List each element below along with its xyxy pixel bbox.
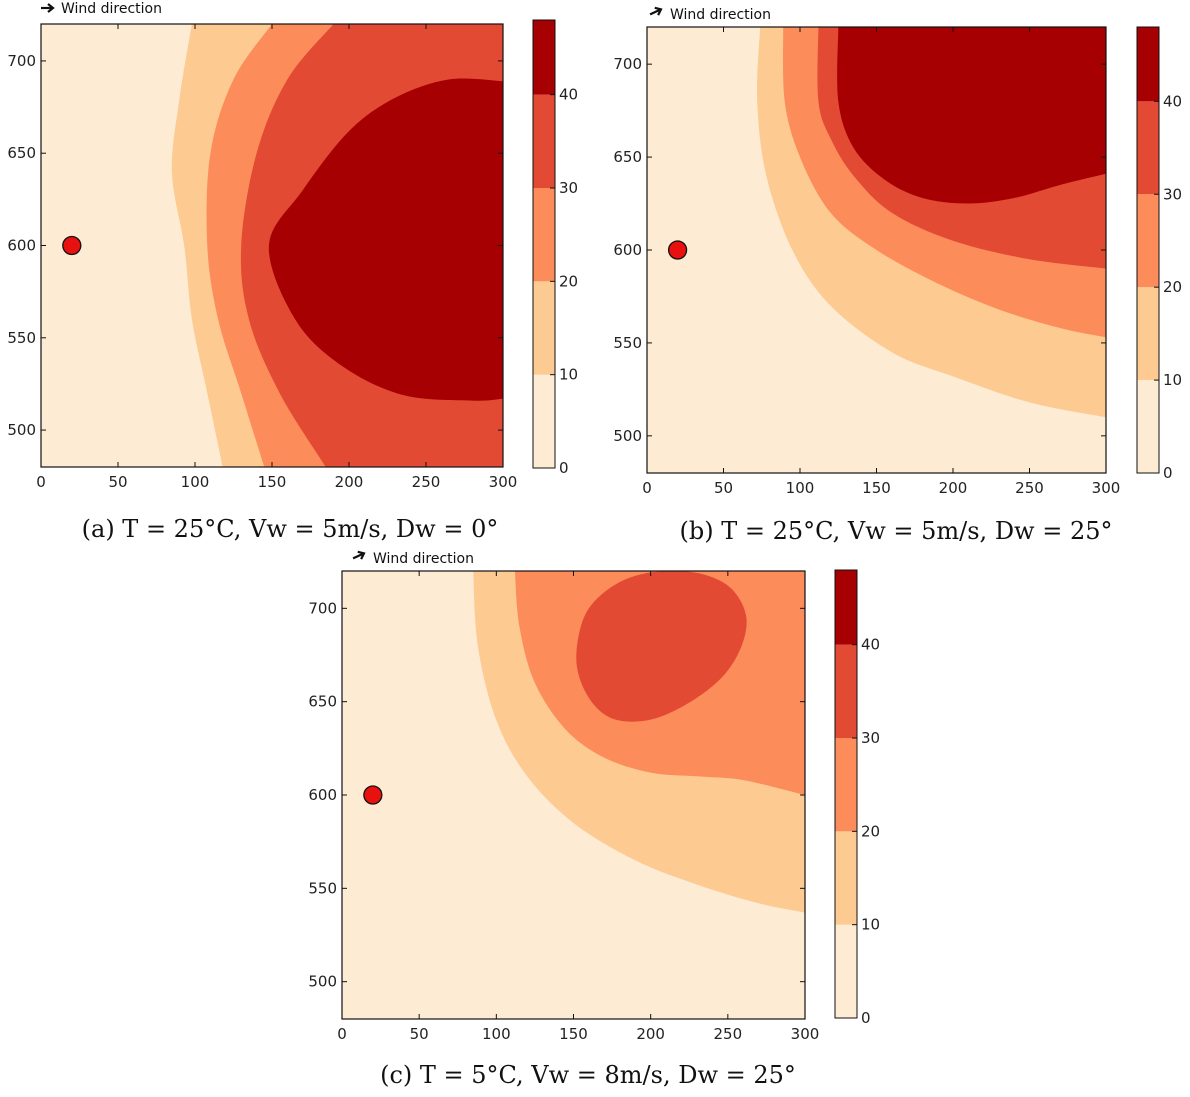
colorbar-tick-label: 20 <box>1163 278 1182 296</box>
colorbar-tick-label: 10 <box>559 366 578 384</box>
x-tick-label: 150 <box>559 1025 588 1043</box>
colorbar-segment-20 <box>835 738 857 832</box>
colorbar-segment-40 <box>835 570 857 645</box>
panel-caption: (a) T = 25°C, Vw = 5m/s, Dw = 0° <box>82 515 499 543</box>
colorbar-tick-label: 0 <box>559 459 569 477</box>
y-tick-label: 700 <box>7 52 36 70</box>
contour-band-40-48 <box>268 24 503 401</box>
colorbar-segment-20 <box>1137 194 1159 288</box>
x-tick-label: 50 <box>714 479 733 497</box>
colorbar-tick-label: 40 <box>559 86 578 104</box>
colorbar-segment-30 <box>533 94 555 188</box>
x-tick-label: 100 <box>786 479 815 497</box>
source-marker <box>363 785 383 805</box>
y-tick-label: 600 <box>613 241 642 259</box>
colorbar-segment-0 <box>1137 380 1159 473</box>
y-tick-label: 650 <box>613 148 642 166</box>
colorbar-tick-label: 40 <box>861 636 880 654</box>
colorbar-tick-label: 30 <box>861 729 880 747</box>
colorbar-tick-label: 30 <box>1163 185 1182 203</box>
panel-caption: (b) T = 25°C, Vw = 5m/s, Dw = 25° <box>679 517 1112 545</box>
x-tick-label: 250 <box>412 473 441 491</box>
y-tick-label: 600 <box>7 237 36 255</box>
y-tick-label: 500 <box>613 427 642 445</box>
panel-b: 0 50 100 150 200 250 300 500 550 600 650 700 0 10 20 30… <box>613 6 1182 545</box>
x-tick-label: 200 <box>335 473 364 491</box>
x-tick-label: 100 <box>482 1025 511 1043</box>
x-tick-label: 250 <box>1015 479 1044 497</box>
colorbar-segment-30 <box>835 644 857 738</box>
colorbar-tick-label: 20 <box>861 822 880 840</box>
contour-band-40-48 <box>837 27 1106 204</box>
source-marker <box>62 235 82 256</box>
colorbar-tick-label: 40 <box>1163 92 1182 110</box>
y-tick-label: 550 <box>613 334 642 352</box>
y-tick-label: 700 <box>613 55 642 73</box>
panel-a: 0 50 100 150 200 250 300 500 550 600 650 700 0 10 20 30… <box>7 1 578 543</box>
x-tick-label: 0 <box>36 473 46 491</box>
y-tick-label: 650 <box>308 693 337 711</box>
y-tick-label: 550 <box>308 879 337 897</box>
y-tick-label: 650 <box>7 144 36 162</box>
colorbar-segment-40 <box>533 20 555 95</box>
x-tick-label: 150 <box>862 479 891 497</box>
source-marker <box>667 240 688 260</box>
y-tick-label: 500 <box>308 973 337 991</box>
wind-arrow-icon <box>41 3 55 13</box>
colorbar-segment-40 <box>1137 27 1159 102</box>
wind-direction-label: Wind direction <box>670 7 771 23</box>
x-tick-label: 100 <box>181 473 210 491</box>
x-tick-label: 200 <box>939 479 968 497</box>
contour-band-30-40 <box>576 571 747 722</box>
panel-caption: (c) T = 5°C, Vw = 8m/s, Dw = 25° <box>380 1061 796 1089</box>
x-tick-label: 50 <box>108 473 127 491</box>
colorbar-tick-label: 20 <box>559 272 578 290</box>
colorbar-tick-label: 30 <box>559 179 578 197</box>
x-tick-label: 300 <box>1092 479 1121 497</box>
colorbar-segment-30 <box>1137 101 1159 195</box>
x-tick-label: 150 <box>258 473 287 491</box>
y-tick-label: 600 <box>308 786 337 804</box>
y-tick-label: 500 <box>7 421 36 439</box>
x-tick-label: 250 <box>714 1025 743 1043</box>
colorbar-segment-10 <box>835 831 857 925</box>
x-tick-label: 50 <box>410 1025 429 1043</box>
x-tick-label: 300 <box>791 1025 820 1043</box>
x-tick-label: 200 <box>636 1025 665 1043</box>
colorbar-tick-label: 0 <box>1163 464 1173 482</box>
colorbar-segment-20 <box>533 188 555 282</box>
colorbar-segment-10 <box>1137 287 1159 381</box>
colorbar-tick-label: 10 <box>1163 371 1182 389</box>
colorbar-segment-0 <box>835 924 857 1018</box>
y-tick-label: 700 <box>308 599 337 617</box>
panel-c: 0 50 100 150 200 250 300 500 550 600 650 700 0 10 20 30… <box>308 550 880 1089</box>
wind-arrow-icon <box>352 550 366 560</box>
colorbar-segment-0 <box>533 374 555 468</box>
y-tick-label: 550 <box>7 329 36 347</box>
colorbar-frame <box>532 19 556 469</box>
colorbar-frame <box>834 569 858 1019</box>
wind-direction-label: Wind direction <box>373 551 474 567</box>
x-tick-label: 300 <box>489 473 518 491</box>
wind-direction-label: Wind direction <box>61 1 162 17</box>
colorbar-segment-10 <box>533 281 555 375</box>
colorbar-tick-label: 0 <box>861 1009 871 1027</box>
wind-arrow-icon <box>649 6 663 16</box>
colorbar-frame <box>1136 26 1160 474</box>
x-tick-label: 0 <box>337 1025 347 1043</box>
colorbar-tick-label: 10 <box>861 916 880 934</box>
x-tick-label: 0 <box>642 479 652 497</box>
